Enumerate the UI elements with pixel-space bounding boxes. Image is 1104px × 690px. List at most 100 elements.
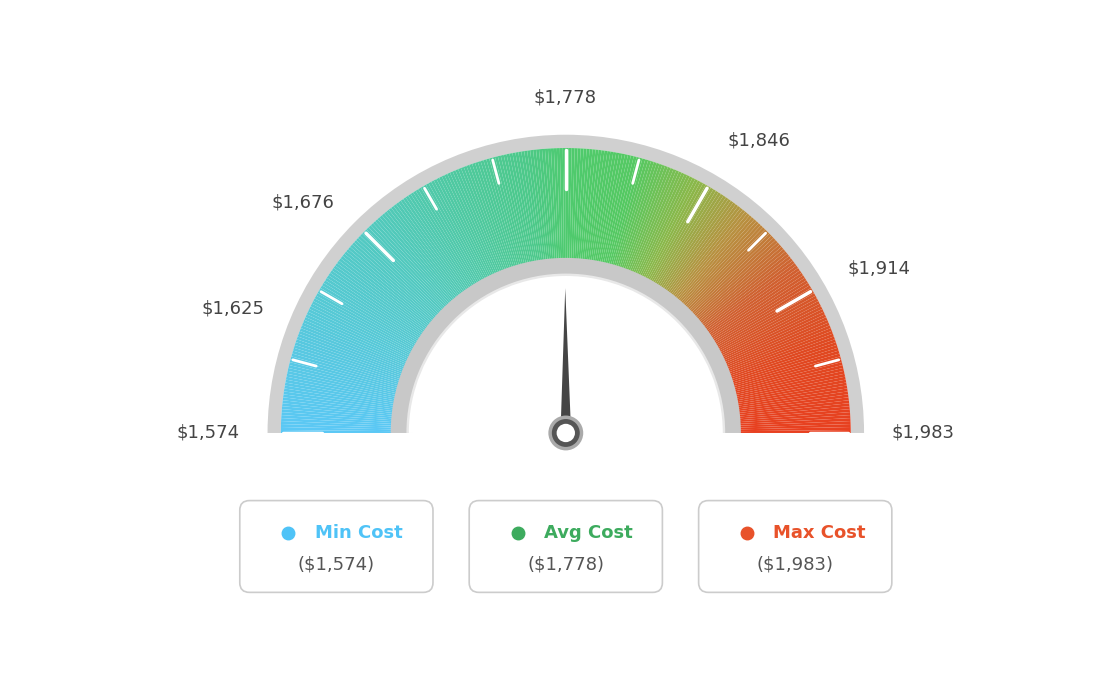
Wedge shape [512, 152, 535, 262]
Wedge shape [327, 275, 421, 338]
Wedge shape [295, 342, 401, 380]
Wedge shape [527, 150, 544, 261]
Wedge shape [596, 152, 619, 262]
Wedge shape [677, 213, 750, 300]
Wedge shape [344, 251, 432, 324]
Wedge shape [495, 156, 524, 264]
Wedge shape [460, 167, 503, 271]
Wedge shape [282, 418, 392, 426]
Wedge shape [399, 201, 465, 293]
Wedge shape [723, 312, 825, 361]
Wedge shape [310, 304, 411, 355]
Wedge shape [287, 371, 396, 397]
Wedge shape [548, 148, 556, 259]
Wedge shape [722, 306, 822, 357]
Wedge shape [455, 169, 500, 273]
Wedge shape [537, 149, 550, 260]
Wedge shape [369, 225, 447, 308]
Wedge shape [350, 244, 435, 319]
Wedge shape [294, 345, 401, 381]
Wedge shape [533, 150, 548, 260]
Wedge shape [696, 242, 779, 318]
Wedge shape [590, 150, 607, 261]
Wedge shape [714, 286, 811, 344]
Wedge shape [554, 148, 561, 259]
FancyBboxPatch shape [469, 501, 662, 592]
Wedge shape [656, 189, 716, 285]
Wedge shape [735, 368, 843, 395]
Wedge shape [415, 189, 476, 285]
Wedge shape [604, 155, 630, 264]
Wedge shape [434, 179, 487, 279]
Wedge shape [312, 301, 412, 354]
Wedge shape [333, 266, 425, 333]
Wedge shape [408, 276, 723, 433]
Wedge shape [691, 236, 774, 314]
Wedge shape [709, 270, 802, 335]
Wedge shape [736, 377, 846, 400]
Wedge shape [539, 149, 551, 260]
Wedge shape [724, 317, 827, 364]
Wedge shape [601, 154, 625, 263]
Wedge shape [348, 247, 434, 321]
Wedge shape [280, 424, 392, 429]
Wedge shape [282, 415, 392, 424]
Wedge shape [354, 240, 438, 317]
Wedge shape [725, 319, 828, 366]
Wedge shape [732, 351, 839, 384]
Wedge shape [622, 163, 659, 269]
Wedge shape [668, 202, 735, 293]
Wedge shape [521, 151, 540, 262]
Wedge shape [683, 223, 761, 306]
Text: Min Cost: Min Cost [315, 524, 402, 542]
Wedge shape [408, 194, 471, 288]
Wedge shape [447, 172, 495, 275]
Wedge shape [492, 157, 522, 265]
Wedge shape [436, 178, 488, 278]
Wedge shape [605, 155, 634, 264]
Wedge shape [503, 155, 530, 264]
Wedge shape [329, 273, 422, 337]
Wedge shape [306, 315, 407, 362]
Wedge shape [657, 190, 719, 286]
Polygon shape [179, 433, 952, 614]
Wedge shape [720, 301, 819, 354]
Wedge shape [718, 293, 816, 349]
Wedge shape [731, 342, 837, 380]
FancyBboxPatch shape [240, 501, 433, 592]
Wedge shape [524, 150, 542, 261]
FancyBboxPatch shape [699, 501, 892, 592]
Wedge shape [551, 148, 559, 259]
Wedge shape [309, 306, 410, 357]
Wedge shape [635, 171, 681, 274]
Wedge shape [737, 386, 847, 406]
Wedge shape [290, 356, 399, 388]
Wedge shape [280, 430, 392, 433]
Wedge shape [614, 159, 648, 266]
Wedge shape [739, 406, 850, 418]
Wedge shape [305, 317, 407, 364]
Wedge shape [739, 400, 849, 415]
Text: $1,983: $1,983 [892, 424, 955, 442]
Wedge shape [341, 256, 429, 326]
Text: ($1,983): ($1,983) [756, 555, 834, 573]
Wedge shape [478, 161, 513, 268]
Wedge shape [280, 427, 392, 431]
Wedge shape [737, 382, 847, 404]
Circle shape [556, 424, 575, 442]
Wedge shape [689, 231, 769, 311]
Wedge shape [733, 356, 841, 388]
Wedge shape [593, 152, 614, 262]
Wedge shape [288, 368, 396, 395]
Wedge shape [426, 184, 482, 282]
Wedge shape [406, 274, 725, 433]
Wedge shape [518, 152, 539, 262]
Wedge shape [289, 362, 397, 391]
Wedge shape [405, 196, 469, 289]
Wedge shape [659, 193, 721, 287]
Wedge shape [664, 197, 729, 290]
Circle shape [550, 417, 582, 448]
Wedge shape [322, 283, 418, 343]
Wedge shape [609, 157, 639, 265]
Wedge shape [384, 212, 456, 299]
